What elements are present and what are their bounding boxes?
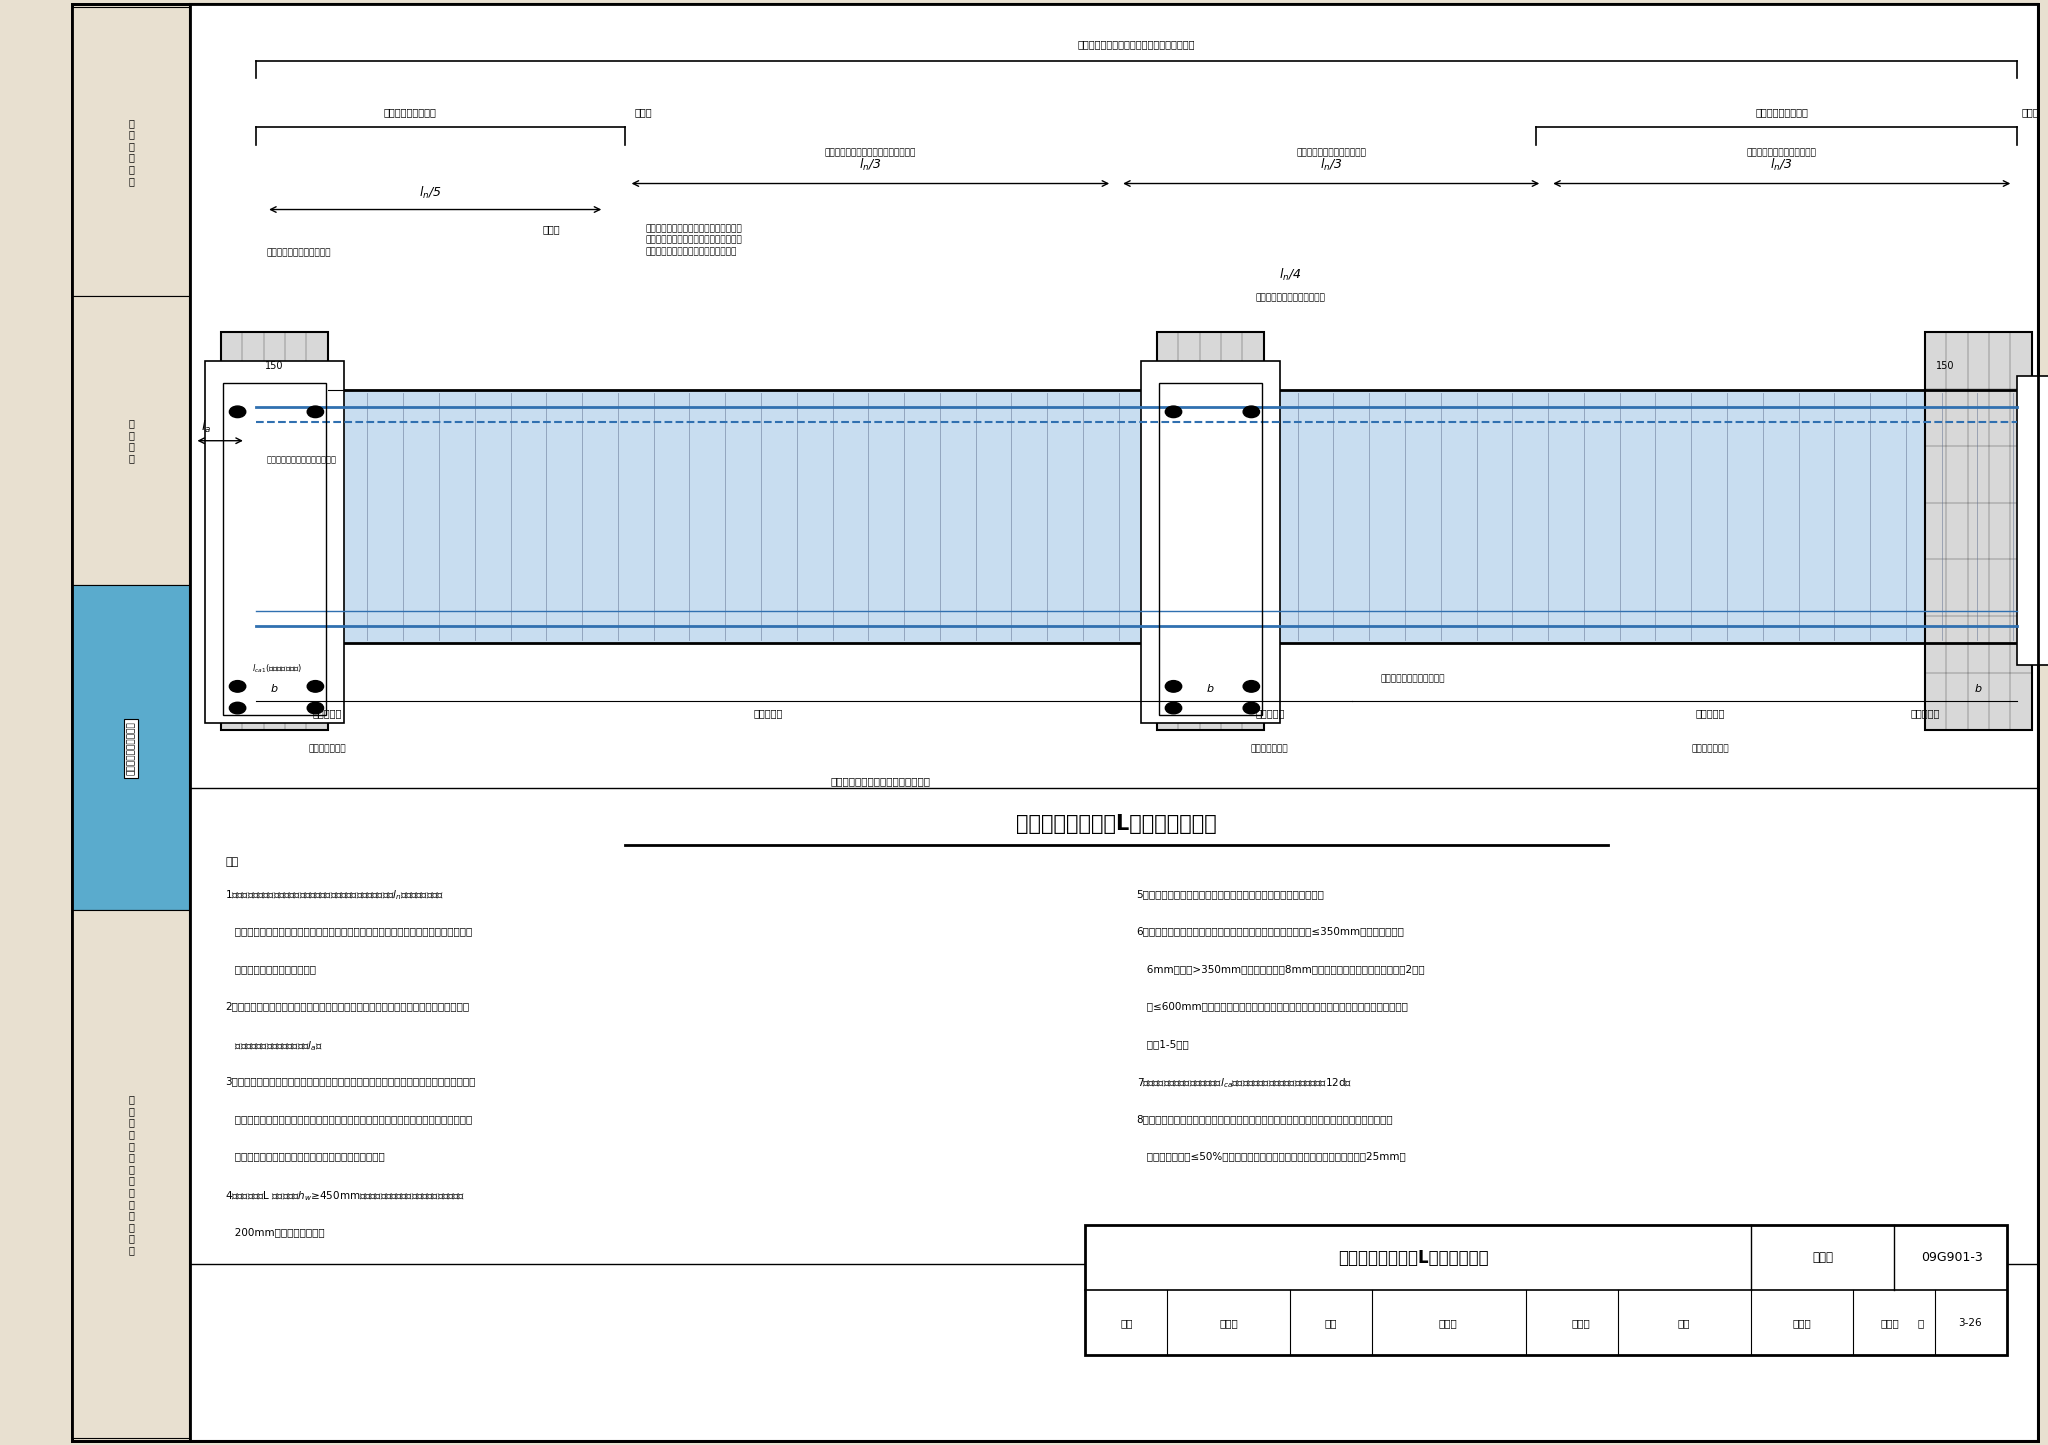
Text: 1．地下楼层非框架梁上部非通长钢筋在中间支座向两侧跨内延伸长度值$l_n$，为左右两跨较大: 1．地下楼层非框架梁上部非通长钢筋在中间支座向两侧跨内延伸长度值$l_n$，为左… xyxy=(225,889,444,903)
Text: 一
般
构
造
要
求: 一 般 构 造 要 求 xyxy=(129,117,133,186)
Bar xyxy=(1925,332,2032,730)
Text: 第一种箍筋: 第一种箍筋 xyxy=(313,708,342,718)
Text: （按设数注写）: （按设数注写） xyxy=(309,744,346,753)
Text: 4．当非框架梁L 的腹板高度$h_w$≥450mm时，在梁的两个侧面应沿高度配置间距不大于: 4．当非框架梁L 的腹板高度$h_w$≥450mm时，在梁的两个侧面应沿高度配置… xyxy=(225,1189,465,1204)
Text: 架立筋: 架立筋 xyxy=(2021,107,2040,117)
Text: 5．当梁侧面已配置抗扭纵筋时，不再重复配置侧面纵向构造钢筋。: 5．当梁侧面已配置抗扭纵筋时，不再重复配置侧面纵向构造钢筋。 xyxy=(1137,889,1325,899)
Text: 第一种箍筋: 第一种箍筋 xyxy=(1255,708,1284,718)
Circle shape xyxy=(229,702,246,714)
Text: $l_n$/4: $l_n$/4 xyxy=(1278,266,1303,283)
Text: b: b xyxy=(1974,685,1982,694)
Text: 时，均按未设置贯通筋施工。: 时，均按未设置贯通筋施工。 xyxy=(225,964,315,974)
Circle shape xyxy=(307,681,324,692)
Text: 一连接区时，应跨过连接区而在下一个连接区段连接。: 一连接区时，应跨过连接区而在下一个连接区段连接。 xyxy=(225,1152,385,1162)
Text: 王怀元: 王怀元 xyxy=(1792,1318,1812,1328)
Text: 直线或弧形梁均设置贯通钢筋时在此范围连接: 直线或弧形梁均设置贯通钢筋时在此范围连接 xyxy=(1077,39,1196,49)
Text: 筏
形
基
础: 筏 形 基 础 xyxy=(129,418,133,464)
Circle shape xyxy=(307,406,324,418)
Text: 注：: 注： xyxy=(225,857,238,867)
Text: $l_n$/3: $l_n$/3 xyxy=(1319,158,1343,173)
Text: 第一排非贯通钢筋的延伸长度: 第一排非贯通钢筋的延伸长度 xyxy=(1255,293,1325,302)
Text: 8．非框架梁下部纵筋在支座外连接区的连接，可采用接触或非接触连接、机械连接或对焊连: 8．非框架梁下部纵筋在支座外连接区的连接，可采用接触或非接触连接、机械连接或对焊… xyxy=(1137,1114,1393,1124)
Text: 黄志刚: 黄志刚 xyxy=(1219,1318,1239,1328)
Text: 一跨的净跨度值；非框架梁是否配置贯通钢筋应由设计根据受力情况注明，设计未注明: 一跨的净跨度值；非框架梁是否配置贯通钢筋应由设计根据受力情况注明，设计未注明 xyxy=(225,926,473,936)
Text: 上部第一排非贯通筋: 上部第一排非贯通筋 xyxy=(1755,107,1808,117)
Circle shape xyxy=(1165,406,1182,418)
Circle shape xyxy=(307,702,324,714)
Text: 3．当设计在直线或弧形梁上部设置贯通钢筋时，其连接可在图示的上部贯通筋连接区域内: 3．当设计在直线或弧形梁上部设置贯通钢筋时，其连接可在图示的上部贯通筋连接区域内 xyxy=(225,1077,475,1087)
Text: （按设数注写）: （按设数注写） xyxy=(1251,744,1288,753)
Text: 150: 150 xyxy=(264,361,285,371)
Bar xyxy=(72,7,190,296)
Text: 筏形基础和地下室结构: 筏形基础和地下室结构 xyxy=(127,721,135,776)
Text: 且≤600mm。当设有多排拉筋时，相邻上下排拉筋应错开（梅花双向）设置，拉筋形式: 且≤600mm。当设有多排拉筋时，相邻上下排拉筋应错开（梅花双向）设置，拉筋形式 xyxy=(1137,1001,1407,1011)
Text: 当仅配置一种箍筋时，全跨配置相同: 当仅配置一种箍筋时，全跨配置相同 xyxy=(831,776,930,786)
Circle shape xyxy=(1165,702,1182,714)
Text: $l_n$/5: $l_n$/5 xyxy=(418,185,442,201)
Circle shape xyxy=(1165,681,1182,692)
Text: 下部纵向贯通钢筋的连接区: 下部纵向贯通钢筋的连接区 xyxy=(1380,675,1446,683)
Text: 设计: 设计 xyxy=(1677,1318,1690,1328)
Bar xyxy=(223,383,326,715)
Bar xyxy=(1141,361,1280,722)
Text: 09G901-3: 09G901-3 xyxy=(1921,1251,1982,1264)
Text: 独
立
基
础
、
条
形
基
础
、
桩
基
承
台: 独 立 基 础 、 条 形 基 础 、 桩 基 承 台 xyxy=(129,1094,133,1256)
Text: 接，连接百分率≤50%。当采用非接触搭接时，搭接钢筋之间的净距不小于25mm。: 接，连接百分率≤50%。当采用非接触搭接时，搭接钢筋之间的净距不小于25mm。 xyxy=(1137,1152,1405,1162)
Text: 第一排非贯通钢筋的延伸长度: 第一排非贯通钢筋的延伸长度 xyxy=(1296,149,1366,158)
Bar xyxy=(72,296,190,585)
Circle shape xyxy=(229,681,246,692)
Text: 6mm；梁宽>350mm时，拉筋直径为8mm。拉筋间距为非加密区箍筋间距的2倍，: 6mm；梁宽>350mm时，拉筋直径为8mm。拉筋间距为非加密区箍筋间距的2倍， xyxy=(1137,964,1423,974)
Text: 架立筋: 架立筋 xyxy=(635,107,653,117)
Text: 第二种箍筋: 第二种箍筋 xyxy=(754,708,782,718)
Bar xyxy=(72,585,190,910)
Text: 端支座上非贯通钢筋伸长度: 端支座上非贯通钢筋伸长度 xyxy=(266,249,330,257)
Bar xyxy=(2017,376,2048,665)
Circle shape xyxy=(229,406,246,418)
Text: 页: 页 xyxy=(1917,1318,1925,1328)
Text: $l_n$/3: $l_n$/3 xyxy=(1769,158,1794,173)
Text: 地下楼层非框架梁L钢筋排布构造: 地下楼层非框架梁L钢筋排布构造 xyxy=(1337,1248,1489,1267)
Text: 3-26: 3-26 xyxy=(1958,1318,1982,1328)
Text: 第一排非贯通钢筋的延伸长度: 第一排非贯通钢筋的延伸长度 xyxy=(1747,149,1817,158)
Text: 审核: 审核 xyxy=(1120,1318,1133,1328)
Text: $l_n$/3: $l_n$/3 xyxy=(858,158,883,173)
Text: 张二文: 张二文 xyxy=(1571,1318,1591,1328)
Text: 王小元: 王小元 xyxy=(1880,1318,1901,1328)
Circle shape xyxy=(1243,681,1260,692)
Text: 采用交错搭接连接、机械连接或对焊连接。当钢筋的长度能够跨过一个连接区而进入下: 采用交错搭接连接、机械连接或对焊连接。当钢筋的长度能够跨过一个连接区而进入下 xyxy=(225,1114,473,1124)
Text: 地下楼层非框架梁L的钢筋排布构造: 地下楼层非框架梁L的钢筋排布构造 xyxy=(1016,814,1217,834)
Circle shape xyxy=(1243,406,1260,418)
Text: 7．非框架梁下部纵筋伸入支座长度$l_{ca}$应按设计注明长度设置，设计未注明时为12d。: 7．非框架梁下部纵筋伸入支座长度$l_{ca}$应按设计注明长度设置，设计未注明… xyxy=(1137,1077,1352,1091)
Bar xyxy=(205,361,344,722)
Text: 校对: 校对 xyxy=(1325,1318,1337,1328)
Text: 架立筋: 架立筋 xyxy=(543,224,561,234)
Text: 顶部设置贯通钢筋时，贯通钢筋搭接区: 顶部设置贯通钢筋时，贯通钢筋搭接区 xyxy=(825,149,915,158)
Circle shape xyxy=(1243,702,1260,714)
Text: b: b xyxy=(1206,685,1214,694)
Text: 详见1-5页。: 详见1-5页。 xyxy=(1137,1039,1188,1049)
Bar xyxy=(1085,1225,2007,1355)
Text: 受扭钢筋在主梁内的锚固长度为$l_a$。: 受扭钢筋在主梁内的锚固长度为$l_a$。 xyxy=(225,1039,324,1053)
Bar xyxy=(221,332,328,730)
Text: 上部纵筋伸至主梁角筋内侧弯折: 上部纵筋伸至主梁角筋内侧弯折 xyxy=(266,455,336,464)
Text: （按设数注写）: （按设数注写） xyxy=(1692,744,1729,753)
Bar xyxy=(1159,383,1262,715)
Text: 张工文: 张工文 xyxy=(1438,1318,1458,1328)
Text: $l_a$: $l_a$ xyxy=(201,419,211,435)
Text: 架立筋与受力钢筋搭接处应有一道箍筋同
时与两种钢筋交叉绑扎，当正常配置的钢
筋在此范围无箍筋时，可附加一道箍筋: 架立筋与受力钢筋搭接处应有一道箍筋同 时与两种钢筋交叉绑扎，当正常配置的钢 筋在… xyxy=(645,224,741,257)
Bar xyxy=(72,910,190,1438)
Text: 第一种箍筋: 第一种箍筋 xyxy=(1696,708,1724,718)
Text: b: b xyxy=(270,685,279,694)
Bar xyxy=(256,390,2017,643)
Text: 200mm的纵向构造钢筋。: 200mm的纵向构造钢筋。 xyxy=(225,1227,326,1237)
Text: 2．当为弧形地下楼层非框架梁时，按其凸面量箍筋间距。弧形非框架梁下部纵筋和侧面: 2．当为弧形地下楼层非框架梁时，按其凸面量箍筋间距。弧形非框架梁下部纵筋和侧面 xyxy=(225,1001,469,1011)
Text: 第二种箍筋: 第二种箍筋 xyxy=(1911,708,1939,718)
Bar xyxy=(1157,332,1264,730)
Text: 端支座上部非贯通筋: 端支座上部非贯通筋 xyxy=(383,107,436,117)
Text: 150: 150 xyxy=(1935,361,1956,371)
Text: $l_{ca1}$(直锚不足时弯折): $l_{ca1}$(直锚不足时弯折) xyxy=(252,663,303,675)
Text: 图集号: 图集号 xyxy=(1812,1251,1833,1264)
Text: 6．梁两侧腰筋用拉筋联系，拉筋应同时勾住腰筋和箍筋。梁宽≤350mm时，拉筋直径为: 6．梁两侧腰筋用拉筋联系，拉筋应同时勾住腰筋和箍筋。梁宽≤350mm时，拉筋直径… xyxy=(1137,926,1405,936)
